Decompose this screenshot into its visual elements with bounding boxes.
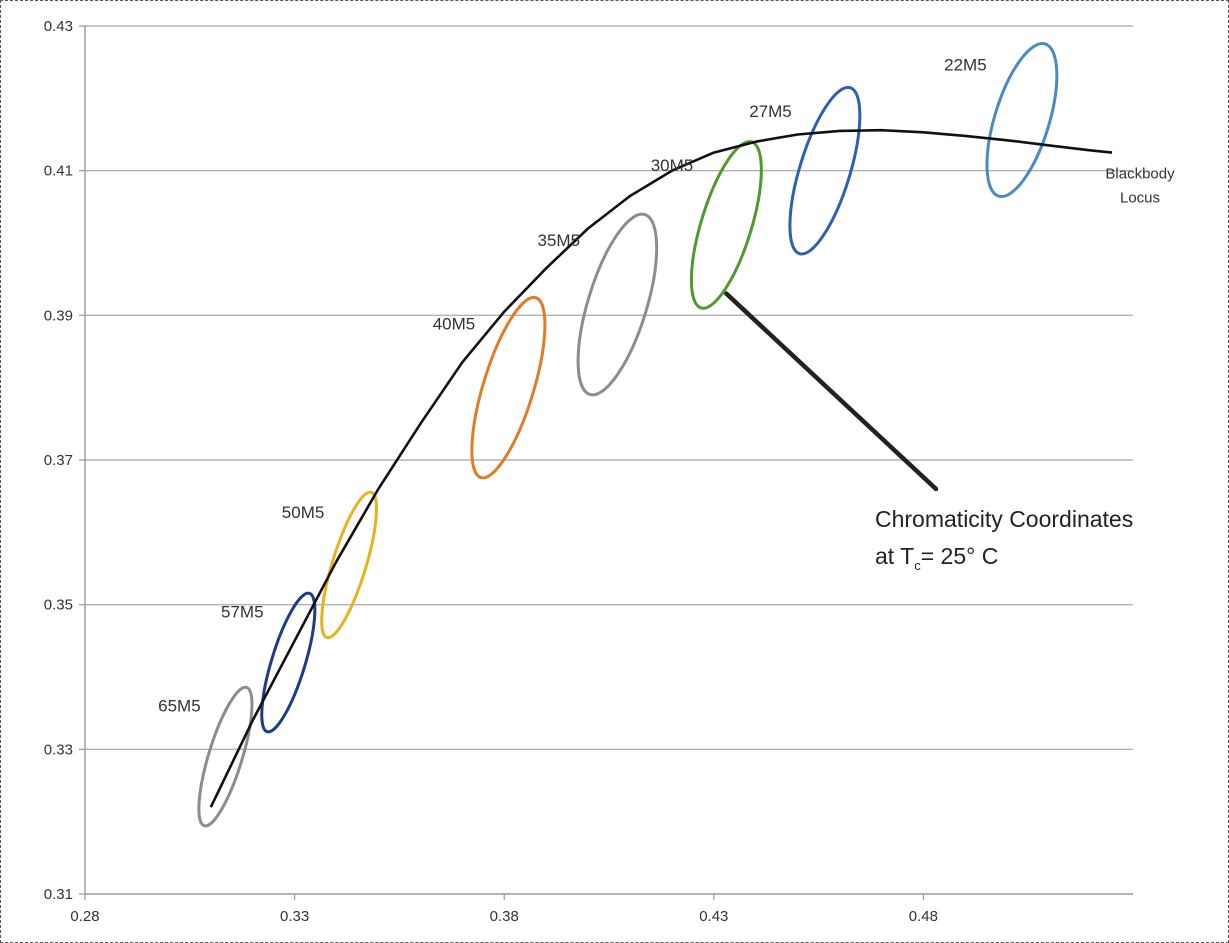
axis-layer: 0.43 0.41 0.39 0.37 0.35 0.33 0.31 0.28 0.33 0.38… [44, 18, 1133, 925]
locus-layer [209, 128, 1113, 808]
y-tick-label: 0.33 [44, 741, 73, 758]
x-tick-label: 0.43 [699, 908, 728, 925]
y-tick-label: 0.35 [44, 597, 73, 614]
ellipse-50m5 [320, 490, 378, 640]
ellipse-22m5 [985, 42, 1059, 199]
ellipse-label: 22M5 [944, 56, 987, 75]
y-tick-label: 0.31 [44, 886, 73, 903]
y-tick-label: 0.37 [44, 452, 73, 469]
x-tick-label: 0.48 [909, 908, 938, 925]
label-layer: 65M5 57M5 50M5 40M5 35M5 30M5 27M5 22M5 Blackbod… [158, 56, 1175, 716]
y-tick-label: 0.41 [44, 163, 73, 180]
annotation-prefix: at T [875, 543, 914, 569]
ellipse-label: 27M5 [749, 102, 792, 121]
blackbody-locus-label: Locus [1120, 190, 1160, 207]
annotation-subscript: c [914, 558, 921, 573]
annotation-suffix: = 25° C [921, 543, 999, 569]
annotation-layer: Chromaticity Coordinates at Tc= 25° C [724, 291, 1133, 573]
annotation-line-1: Chromaticity Coordinates [875, 506, 1133, 532]
ellipse-label: 50M5 [282, 503, 325, 522]
x-tick-label: 0.38 [490, 908, 519, 925]
y-tick-label: 0.39 [44, 307, 73, 324]
x-tick-label: 0.33 [280, 908, 309, 925]
annotation-line-2: at Tc= 25° C [875, 543, 998, 573]
blackbody-locus-label: Blackbody [1105, 166, 1175, 183]
y-tick-label: 0.43 [44, 18, 73, 35]
annotation-pointer [724, 291, 939, 492]
ellipse-label: 30M5 [651, 156, 694, 175]
ellipse-57m5 [260, 591, 317, 734]
grid-layer [85, 25, 1133, 751]
ellipse-layer [197, 42, 1059, 828]
ellipse-35m5 [576, 212, 659, 397]
ellipse-label: 65M5 [158, 697, 201, 716]
ellipse-label: 57M5 [221, 603, 264, 622]
ellipse-label: 35M5 [538, 231, 581, 250]
blackbody-locus-curve [209, 128, 1113, 808]
ellipse-40m5 [470, 295, 547, 480]
x-tick-label: 0.28 [70, 908, 99, 925]
ellipse-label: 40M5 [433, 314, 476, 333]
ellipse-65m5 [197, 685, 254, 828]
ellipse-27m5 [788, 85, 862, 256]
